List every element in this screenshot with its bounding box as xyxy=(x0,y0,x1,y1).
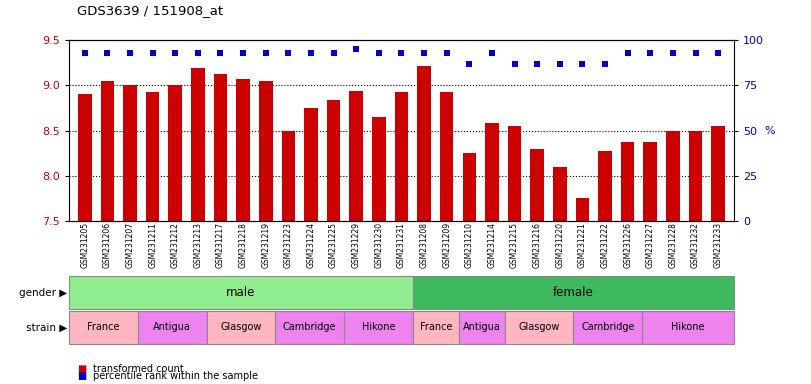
Bar xyxy=(372,117,385,384)
Text: male: male xyxy=(226,286,255,299)
Text: percentile rank within the sample: percentile rank within the sample xyxy=(93,371,258,381)
Text: Hikone: Hikone xyxy=(362,322,395,333)
Bar xyxy=(576,198,589,384)
Bar xyxy=(78,94,92,384)
Bar xyxy=(169,86,182,384)
Bar xyxy=(508,126,521,384)
Text: France: France xyxy=(87,322,119,333)
Text: Hikone: Hikone xyxy=(672,322,705,333)
Text: ■: ■ xyxy=(77,371,86,381)
Bar xyxy=(214,74,227,384)
Bar xyxy=(259,81,272,384)
Text: Antigua: Antigua xyxy=(153,322,191,333)
Bar xyxy=(236,79,250,384)
Bar xyxy=(440,92,453,384)
Text: female: female xyxy=(553,286,594,299)
Text: gender ▶: gender ▶ xyxy=(19,288,67,298)
Bar xyxy=(191,68,204,384)
Bar xyxy=(101,81,114,384)
Text: Glasgow: Glasgow xyxy=(221,322,262,333)
Bar xyxy=(599,151,611,384)
Bar xyxy=(711,126,725,384)
Bar xyxy=(350,91,363,384)
Text: strain ▶: strain ▶ xyxy=(26,322,67,333)
Bar xyxy=(281,131,295,384)
Bar xyxy=(689,131,702,384)
Bar xyxy=(462,153,476,384)
Bar xyxy=(418,66,431,384)
Text: ■: ■ xyxy=(77,364,86,374)
Bar xyxy=(123,86,137,384)
Text: France: France xyxy=(419,322,452,333)
Bar xyxy=(146,92,160,384)
Bar xyxy=(327,100,341,384)
Bar xyxy=(304,108,318,384)
Text: GDS3639 / 151908_at: GDS3639 / 151908_at xyxy=(77,4,223,17)
Bar xyxy=(395,92,408,384)
Bar xyxy=(485,123,499,384)
Bar xyxy=(530,149,544,384)
Text: transformed count: transformed count xyxy=(93,364,184,374)
Y-axis label: %: % xyxy=(764,126,775,136)
Bar xyxy=(666,131,680,384)
Bar xyxy=(621,142,634,384)
Text: Cambridge: Cambridge xyxy=(581,322,634,333)
Text: Glasgow: Glasgow xyxy=(518,322,560,333)
Bar xyxy=(553,167,567,384)
Bar xyxy=(643,142,657,384)
Text: Antigua: Antigua xyxy=(463,322,500,333)
Text: Cambridge: Cambridge xyxy=(283,322,337,333)
